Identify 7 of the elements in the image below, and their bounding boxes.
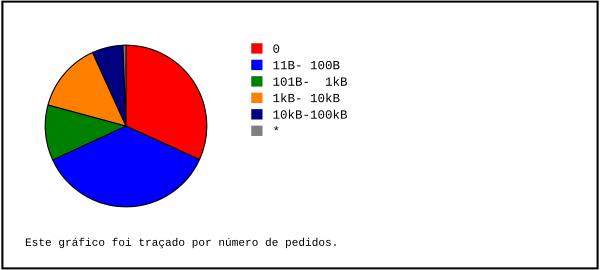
legend-label: 10kB-100kB bbox=[273, 110, 348, 119]
text: Este gráfico foi traçado por número de pedidos. bbox=[26, 238, 336, 248]
legend-label: * bbox=[274, 126, 278, 130]
legend-label: 0 bbox=[273, 44, 280, 53]
legend-label: 11B- 100B bbox=[273, 60, 340, 70]
legend-label: 101B- 1kB bbox=[273, 76, 348, 86]
legend-label: 1kB- 10kB bbox=[273, 93, 340, 102]
